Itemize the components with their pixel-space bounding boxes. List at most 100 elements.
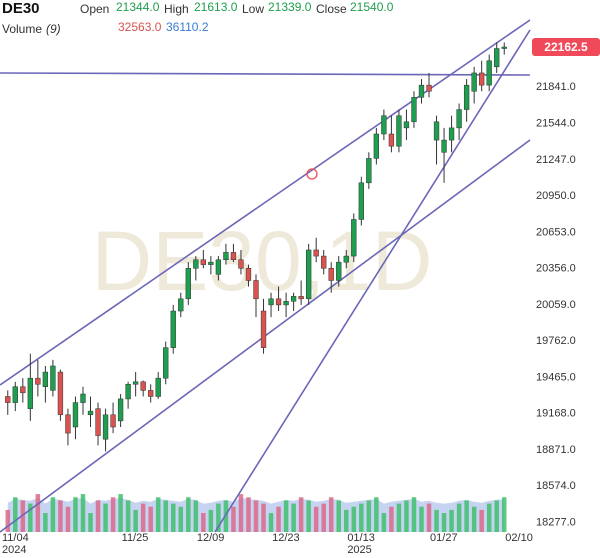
volume-bar xyxy=(163,500,168,532)
candle-body xyxy=(57,371,64,416)
last-price-badge-bg xyxy=(532,37,600,56)
volume-bar xyxy=(486,503,492,532)
volume-bar xyxy=(208,509,214,532)
candle-body xyxy=(65,414,71,434)
candle-body xyxy=(80,393,86,403)
candle-body xyxy=(163,347,169,379)
price-tick-label: 18574.0 xyxy=(536,480,576,492)
volume-bar xyxy=(50,497,56,532)
volume-bar xyxy=(155,497,161,532)
volume-bar xyxy=(374,497,379,532)
candle-body xyxy=(132,381,139,385)
candle-body xyxy=(373,133,380,159)
watermark-text: DE30,1D xyxy=(92,214,433,308)
candle-body xyxy=(155,377,161,397)
volume-bar xyxy=(328,497,334,532)
volume-bar xyxy=(88,513,93,532)
volume-bar xyxy=(238,494,244,532)
volume-bar xyxy=(103,503,108,532)
volume-bar xyxy=(298,497,304,532)
candle-body xyxy=(110,414,116,428)
price-tick-label: 21247.0 xyxy=(536,154,576,166)
volume-bar xyxy=(434,509,439,532)
price-axis: 21841.0 21544.0 21247.0 20950.0 20653.0 20356… xyxy=(536,81,576,528)
candle-body xyxy=(298,296,304,300)
volume-bar xyxy=(389,506,394,532)
last-price-badge-text: 22162.5 xyxy=(544,40,588,54)
candle-body xyxy=(268,298,274,306)
candle-body xyxy=(42,371,49,387)
volume-bar xyxy=(95,500,101,532)
candle-body xyxy=(253,280,259,300)
candle-body xyxy=(200,259,207,265)
candle-body xyxy=(456,109,462,129)
volume-bar xyxy=(404,500,409,532)
volume-bar xyxy=(253,500,259,532)
volume-bar xyxy=(73,497,78,532)
candle-body xyxy=(95,408,101,436)
volume-bar xyxy=(306,500,311,532)
volume-bar xyxy=(118,494,123,532)
candle-body xyxy=(27,377,33,409)
candle-body xyxy=(396,115,402,147)
volume-bar xyxy=(5,509,11,532)
low-value: 21339.0 xyxy=(268,0,312,14)
volume-bar xyxy=(359,503,364,532)
candle-body xyxy=(313,249,319,257)
candle-body xyxy=(223,252,229,260)
candle-body xyxy=(351,219,357,257)
volume-ma-value: 36110.2 xyxy=(166,20,209,34)
volume-bar xyxy=(283,500,289,532)
candle-body xyxy=(381,115,387,135)
volume-bar xyxy=(464,500,469,532)
volume-bar xyxy=(449,509,454,532)
symbol-label: DE30 xyxy=(2,0,40,17)
candle-body xyxy=(403,121,410,129)
candle-body xyxy=(358,182,364,220)
volume-bar xyxy=(35,494,41,532)
candle-body xyxy=(479,72,485,86)
price-tick-label: 20653.0 xyxy=(536,226,576,238)
candle-body xyxy=(426,84,432,92)
date-tick-year: 2024 xyxy=(2,544,26,556)
candle-body xyxy=(208,261,214,265)
candle-body xyxy=(50,365,56,391)
volume-bar xyxy=(65,506,71,532)
candle-body xyxy=(20,386,26,394)
price-tick-label: 18871.0 xyxy=(536,444,576,456)
candle-body xyxy=(366,158,372,184)
candle-body xyxy=(471,72,477,92)
volume-bar xyxy=(313,506,319,532)
volume-bar xyxy=(13,497,18,532)
volume-bar xyxy=(291,503,296,532)
price-tick-label: 19762.0 xyxy=(536,335,576,347)
volume-bar xyxy=(261,503,266,532)
candle-body xyxy=(5,396,11,403)
volume-bar xyxy=(246,497,251,532)
candle-body xyxy=(486,60,492,86)
volume-label: Volume xyxy=(2,22,43,36)
candle-body xyxy=(501,46,507,49)
candle-body xyxy=(494,48,500,68)
volume-bar xyxy=(276,506,281,532)
candle-body xyxy=(343,255,349,263)
candle-body xyxy=(35,377,41,385)
candle-body xyxy=(215,259,222,275)
volume-bar xyxy=(441,513,447,532)
candle-body xyxy=(388,133,395,147)
candle-body xyxy=(305,249,312,300)
open-label: Open xyxy=(80,2,110,16)
price-tick-label: 20059.0 xyxy=(536,299,576,311)
volume-bar xyxy=(344,509,349,532)
candle-body xyxy=(245,268,252,281)
volume-bar xyxy=(80,494,86,532)
volume-bar xyxy=(133,509,138,532)
volume-bar xyxy=(321,503,326,532)
volume-bar xyxy=(336,500,342,532)
volume-bar xyxy=(456,503,462,532)
volume-bar xyxy=(140,503,146,532)
volume-period: (9) xyxy=(46,22,61,36)
volume-bar xyxy=(43,513,48,532)
